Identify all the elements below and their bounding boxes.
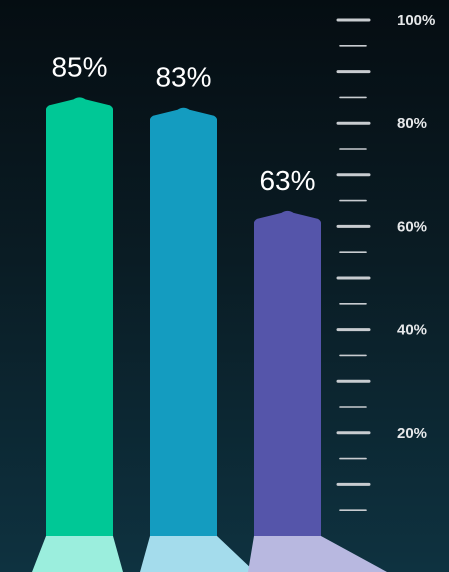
y-axis-labels: 100% 80% 60% 40% 20%	[397, 12, 435, 442]
bar-value-label: 83%	[155, 62, 211, 93]
bar-reflection	[248, 536, 387, 572]
bars	[46, 97, 321, 537]
y-tick-label: 60%	[397, 218, 427, 235]
bar-value-label: 63%	[259, 165, 315, 196]
y-axis-ruler	[336, 18, 371, 512]
bar-reflection	[140, 536, 255, 572]
y-tick-label: 20%	[397, 425, 427, 442]
bar-floor-reflections	[32, 536, 387, 572]
bar	[46, 97, 113, 537]
y-tick-label: 100%	[397, 12, 435, 29]
bar	[254, 210, 321, 537]
bar-value-label: 85%	[51, 51, 107, 82]
y-tick-label: 40%	[397, 322, 427, 339]
value-labels: 85% 83% 63%	[51, 51, 315, 196]
y-tick-label: 80%	[397, 115, 427, 132]
bar-reflection	[32, 536, 123, 572]
bar	[150, 107, 217, 536]
